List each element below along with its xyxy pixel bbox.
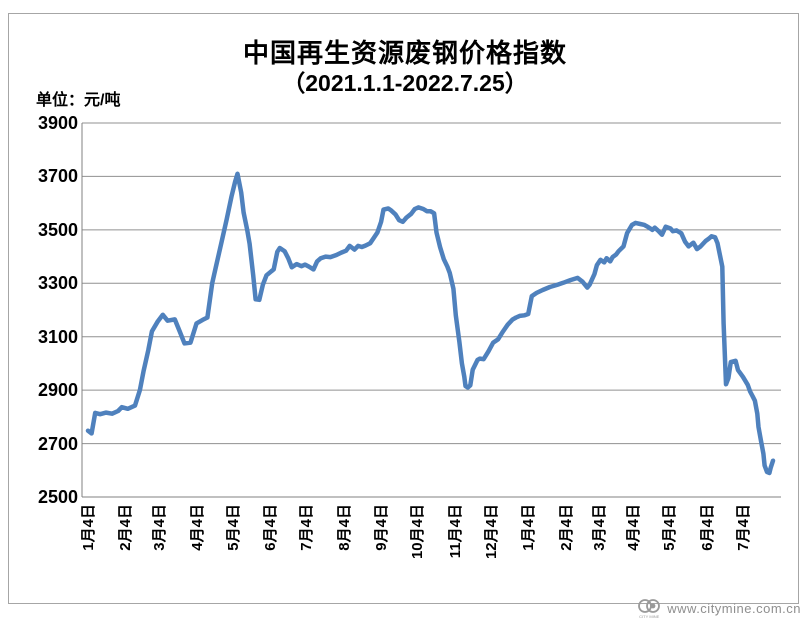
x-tick-label: 2月4日 (557, 504, 575, 551)
x-tick-label: 3月4日 (591, 504, 609, 551)
y-tick-label: 3700 (37, 166, 78, 187)
x-tick-label: 2月4日 (117, 504, 135, 551)
citymine-logo-caption: CITY MINE (639, 614, 660, 619)
citymine-logo-icon: CITY MINE (636, 598, 662, 619)
chart-subtitle: （2021.1.1-2022.7.25） (282, 70, 528, 96)
x-tick-label: 8月4日 (335, 504, 353, 551)
x-tick-label: 5月4日 (661, 504, 679, 551)
x-tick-label: 6月4日 (262, 504, 280, 551)
x-tick-label: 1月4日 (80, 504, 97, 551)
x-tick-label: 10月4日 (409, 504, 427, 560)
y-tick-label: 3300 (37, 273, 78, 294)
x-tick-label: 4月4日 (188, 504, 206, 551)
y-tick-label: 3500 (37, 219, 78, 240)
y-tick-label: 3900 (37, 113, 78, 133)
x-tick-label: 9月4日 (373, 504, 391, 551)
x-tick-label: 4月4日 (625, 504, 643, 551)
x-tick-label: 6月4日 (698, 504, 716, 551)
x-tick-label: 7月4日 (298, 504, 316, 551)
x-tick-label: 12月4日 (482, 504, 500, 560)
x-tick-label: 5月4日 (224, 504, 242, 551)
chart-title: 中国再生资源废钢价格指数 (242, 38, 567, 68)
x-tick-label: 1月4日 (520, 504, 538, 551)
y-tick-label: 2700 (37, 433, 78, 454)
watermark-url: www.citymine.com.cn (667, 600, 801, 616)
y-tick-label: 2500 (37, 487, 78, 507)
price-line (85, 171, 776, 476)
unit-label: 单位：元/吨 (36, 92, 121, 109)
x-tick-label: 11月4日 (446, 504, 464, 559)
x-tick-label: 3月4日 (151, 504, 169, 551)
chart-outer-border (8, 13, 799, 604)
watermark: CITY MINE www.citymine.com.cn (636, 598, 801, 619)
y-tick-label: 3100 (37, 326, 78, 347)
x-tick-label: 7月4日 (734, 504, 752, 551)
y-tick-label: 2900 (37, 380, 78, 401)
